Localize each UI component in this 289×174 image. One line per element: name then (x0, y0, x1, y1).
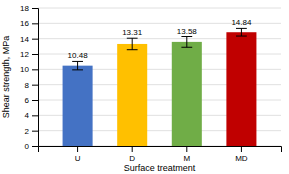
x-axis: U D M MD (39, 146, 282, 163)
y-tick-label: 14 (20, 35, 29, 44)
error-cap (72, 61, 83, 62)
y-tick-label: 16 (20, 19, 29, 28)
y-tick: 12 (20, 50, 38, 59)
y-axis-title: Shear strength, MPa (1, 36, 11, 119)
error-cap (127, 38, 138, 39)
grid-line (38, 8, 281, 9)
y-tick-label: 4 (25, 111, 30, 120)
y-tick-mark (32, 85, 38, 86)
error-cap (181, 47, 192, 48)
error-bar (181, 37, 192, 48)
chart: 10.48 13.31 13.58 14.84 0 2 4 6 8 10 12 14 16 18 U D M MD… (0, 0, 289, 174)
data-label: 10.48 (68, 51, 89, 60)
data-label: 13.31 (122, 28, 143, 37)
x-axis-line (39, 147, 282, 153)
x-tick-label: M (183, 154, 190, 163)
y-tick-label: 12 (20, 50, 29, 59)
y-tick-mark (32, 131, 38, 132)
x-tick-mark (77, 146, 78, 152)
y-tick-mark (32, 8, 38, 9)
error-stem (241, 28, 242, 36)
y-tick: 0 (25, 142, 38, 151)
x-tick-label: D (129, 154, 135, 163)
y-tick-mark (32, 100, 38, 101)
error-bar (127, 38, 138, 50)
y-tick-mark (32, 115, 38, 116)
x-tick: D (129, 146, 135, 163)
error-cap (236, 28, 247, 29)
data-labels: 10.48 13.31 13.58 14.84 (68, 18, 252, 60)
data-label: 13.58 (177, 27, 198, 36)
x-tick-mark (132, 146, 133, 152)
y-tick-label: 18 (20, 4, 29, 13)
y-tick: 8 (25, 81, 38, 90)
y-tick: 16 (20, 19, 38, 28)
y-tick-mark (32, 69, 38, 70)
x-tick: U (75, 146, 81, 163)
plot: 10.48 13.31 13.58 14.84 0 2 4 6 8 10 12 14 16 18 U D M MD (20, 4, 281, 163)
error-cap (236, 36, 247, 37)
y-tick-mark (32, 23, 38, 24)
error-stem (132, 38, 133, 50)
y-tick: 2 (25, 127, 38, 136)
marks (63, 28, 257, 146)
x-axis-title: Surface treatment (124, 163, 196, 173)
y-tick-label: 10 (20, 65, 29, 74)
x-tick: M (183, 146, 190, 163)
error-stem (77, 61, 78, 69)
y-tick: 14 (20, 35, 38, 44)
y-tick: 18 (20, 4, 38, 13)
bar (117, 44, 147, 146)
y-tick-label: 2 (25, 127, 30, 136)
y-tick-label: 8 (25, 81, 30, 90)
y-tick-label: 0 (25, 142, 30, 151)
error-cap (72, 69, 83, 70)
error-cap (181, 36, 192, 37)
y-tick-mark (32, 39, 38, 40)
bar (63, 66, 93, 146)
x-tick-label: MD (235, 154, 248, 163)
y-tick-mark (32, 146, 38, 147)
y-tick: 4 (25, 111, 38, 120)
error-stem (186, 37, 187, 48)
grid (38, 8, 281, 146)
y-tick: 10 (20, 65, 38, 74)
error-bar (72, 61, 83, 69)
x-tick-mark (186, 146, 187, 152)
bar (226, 32, 256, 146)
x-tick: MD (235, 146, 248, 163)
y-axis-line (32, 9, 39, 147)
x-tick-mark (241, 146, 242, 152)
y-axis: 0 2 4 6 8 10 12 14 16 18 (20, 4, 38, 151)
error-bar (236, 28, 247, 36)
x-tick-label: U (75, 154, 81, 163)
y-tick-label: 6 (25, 96, 30, 105)
y-tick: 6 (25, 96, 38, 105)
error-cap (127, 49, 138, 50)
y-tick-mark (32, 54, 38, 55)
data-label: 14.84 (231, 18, 252, 27)
bar (172, 42, 202, 146)
